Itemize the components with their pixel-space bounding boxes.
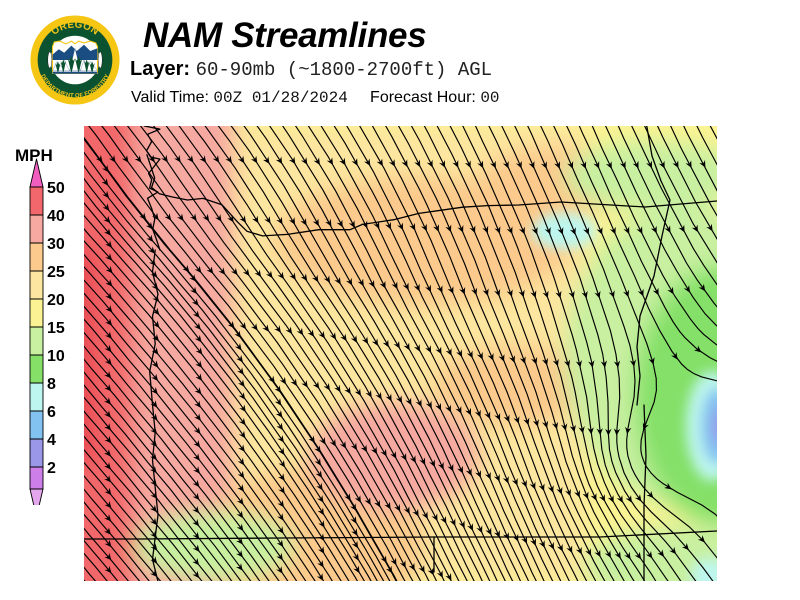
svg-text:30: 30 bbox=[47, 236, 65, 253]
svg-text:8: 8 bbox=[47, 376, 56, 393]
svg-text:15: 15 bbox=[47, 320, 65, 337]
svg-text:40: 40 bbox=[47, 208, 65, 225]
svg-text:2: 2 bbox=[47, 460, 56, 477]
svg-text:10: 10 bbox=[47, 348, 65, 365]
svg-text:4: 4 bbox=[47, 432, 56, 449]
svg-text:50: 50 bbox=[47, 180, 65, 197]
svg-text:6: 6 bbox=[47, 404, 56, 421]
svg-text:25: 25 bbox=[47, 264, 65, 281]
svg-text:20: 20 bbox=[47, 292, 65, 309]
